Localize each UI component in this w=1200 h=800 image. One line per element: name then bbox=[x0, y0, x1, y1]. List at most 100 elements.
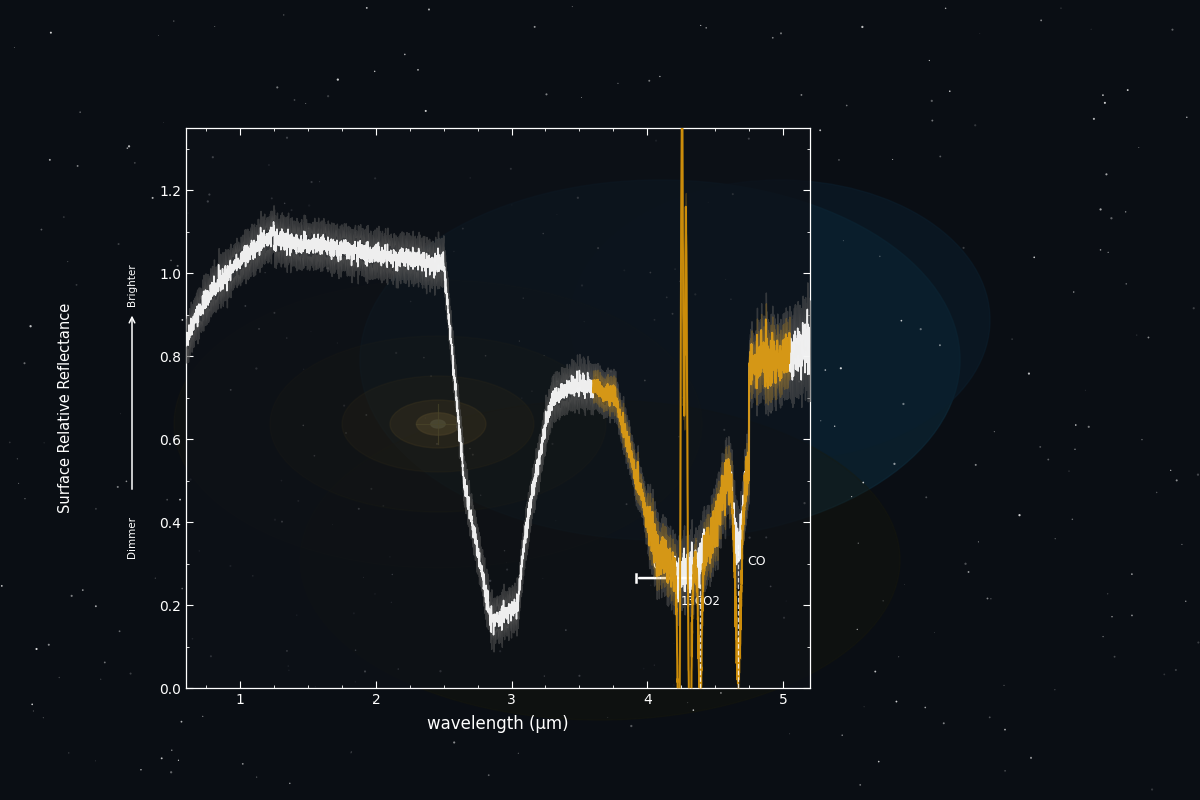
Point bbox=[173, 314, 192, 326]
Point bbox=[173, 582, 192, 595]
Point bbox=[71, 106, 90, 118]
Point bbox=[1019, 367, 1038, 380]
Point bbox=[149, 30, 168, 42]
Point bbox=[265, 514, 284, 526]
Point bbox=[365, 65, 384, 78]
Point bbox=[724, 188, 743, 201]
Point bbox=[996, 765, 1015, 778]
Point bbox=[1066, 418, 1085, 431]
Point bbox=[644, 314, 664, 326]
Point bbox=[26, 642, 46, 655]
Point bbox=[182, 632, 202, 645]
Text: CO: CO bbox=[748, 555, 767, 568]
Point bbox=[302, 176, 322, 189]
Point bbox=[20, 320, 40, 333]
Point bbox=[1117, 278, 1136, 290]
Point bbox=[49, 671, 68, 684]
Point bbox=[854, 700, 874, 713]
Point bbox=[761, 580, 780, 593]
Point bbox=[386, 346, 406, 359]
Point bbox=[502, 162, 521, 175]
Point bbox=[1129, 141, 1148, 154]
Point bbox=[968, 535, 988, 548]
Point bbox=[235, 299, 254, 312]
Point bbox=[536, 88, 556, 101]
Point bbox=[54, 210, 73, 223]
Point bbox=[1031, 441, 1050, 454]
Point bbox=[740, 531, 760, 544]
Point bbox=[403, 239, 422, 252]
Point bbox=[152, 752, 172, 765]
Point bbox=[1162, 464, 1181, 477]
Point bbox=[1163, 23, 1182, 36]
Point bbox=[1189, 636, 1200, 649]
Point bbox=[757, 531, 776, 544]
Ellipse shape bbox=[270, 336, 606, 512]
Point bbox=[275, 197, 294, 210]
Text: CO2: CO2 bbox=[653, 559, 679, 572]
Point bbox=[205, 20, 224, 33]
Point bbox=[826, 420, 845, 433]
Point bbox=[534, 349, 553, 362]
Point bbox=[300, 199, 319, 212]
Point bbox=[262, 192, 281, 205]
Point bbox=[666, 262, 685, 275]
Point bbox=[1021, 751, 1040, 764]
Point bbox=[1066, 443, 1085, 456]
Point bbox=[344, 607, 364, 620]
Point bbox=[221, 559, 240, 572]
Point bbox=[641, 578, 660, 591]
Text: Surface Relative Reflectance: Surface Relative Reflectance bbox=[59, 303, 73, 513]
Point bbox=[1045, 532, 1064, 545]
Point bbox=[978, 592, 997, 605]
Point bbox=[1002, 333, 1021, 346]
Point bbox=[272, 474, 292, 487]
Point bbox=[673, 391, 692, 404]
Point bbox=[916, 701, 935, 714]
Point bbox=[415, 411, 434, 424]
Point bbox=[665, 678, 684, 691]
Point bbox=[14, 357, 34, 370]
Point bbox=[833, 729, 852, 742]
Point bbox=[24, 705, 43, 718]
Point bbox=[450, 382, 469, 395]
Point bbox=[526, 21, 545, 34]
Point bbox=[41, 26, 60, 39]
Point bbox=[838, 99, 857, 112]
Point bbox=[1063, 513, 1082, 526]
Point bbox=[247, 362, 266, 375]
Point bbox=[373, 499, 392, 512]
Point bbox=[294, 419, 313, 432]
Point bbox=[533, 572, 552, 585]
Point bbox=[1147, 486, 1166, 499]
Point bbox=[145, 572, 164, 585]
Point bbox=[1122, 568, 1141, 581]
Point bbox=[1025, 251, 1044, 264]
Point bbox=[763, 332, 782, 345]
Point bbox=[16, 492, 35, 505]
Point bbox=[401, 295, 420, 308]
Point bbox=[342, 746, 361, 758]
Point bbox=[847, 623, 866, 636]
Point bbox=[328, 246, 347, 258]
Point bbox=[59, 746, 78, 759]
Point bbox=[1075, 384, 1094, 397]
Point bbox=[792, 89, 811, 102]
Point bbox=[575, 315, 594, 328]
Point bbox=[414, 351, 433, 364]
Point bbox=[853, 21, 872, 34]
Text: Dimmer: Dimmer bbox=[127, 516, 137, 558]
Point bbox=[109, 238, 128, 250]
Point bbox=[366, 172, 385, 185]
Point bbox=[1122, 609, 1141, 622]
Point bbox=[547, 375, 566, 388]
Point bbox=[250, 322, 269, 335]
Point bbox=[389, 662, 408, 675]
Point bbox=[1091, 203, 1110, 216]
Point bbox=[874, 594, 893, 607]
Point bbox=[1032, 14, 1051, 26]
Point bbox=[641, 266, 660, 279]
Point bbox=[670, 430, 689, 443]
Point bbox=[614, 264, 634, 277]
Point bbox=[346, 644, 365, 657]
